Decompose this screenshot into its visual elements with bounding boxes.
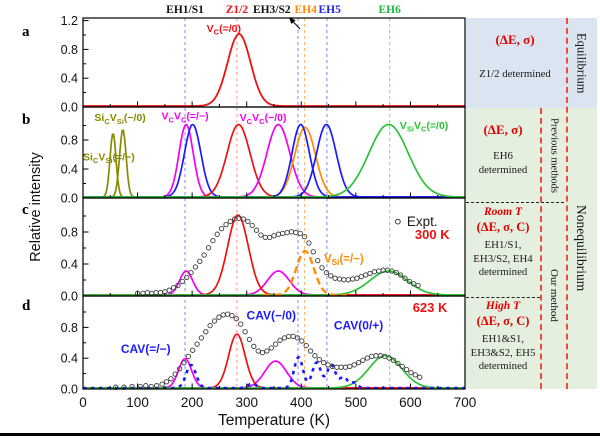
curve-label: VSi(=/−) bbox=[324, 253, 364, 267]
panel-letter-c: c bbox=[22, 202, 29, 218]
figure-bottom-border bbox=[0, 433, 600, 436]
x-tick-label: 100 bbox=[126, 395, 149, 410]
info-block-b: (ΔE, σ) EH6 determined bbox=[466, 122, 540, 177]
defect-label-eh4: EH4 bbox=[294, 4, 317, 16]
panel-a-annotations: VC(=/0) bbox=[207, 23, 241, 37]
curve-label: SiCVSi(=/−) bbox=[83, 151, 135, 165]
x-tick-label: 0 bbox=[79, 395, 87, 410]
curve-label: VCVC(−/0) bbox=[240, 112, 287, 126]
defect-label-eh1-s1: EH1/S1 bbox=[166, 4, 204, 16]
y-tick-label: 0.4 bbox=[61, 258, 78, 272]
y-tick-label: 0.4 bbox=[61, 163, 78, 177]
panel-d-annotations: CAV(=/−) CAV(−/0) CAV(0/+) 623 K bbox=[121, 300, 448, 356]
info-c-line: EH3/S2, EH4 bbox=[473, 252, 533, 265]
x-tick-label: 500 bbox=[345, 395, 368, 410]
equilibrium-region-bg bbox=[466, 18, 597, 108]
panel-b-curves bbox=[83, 123, 465, 198]
curve-label: CAV(0/+) bbox=[334, 319, 383, 333]
curve-label: VC(=/0) bbox=[207, 23, 241, 37]
tick-labels: 0.0 0.4 0.8 1.2 0.0 0.4 0.8 0.0 0.4 0.8 0.0 0.4 0.8 0… bbox=[61, 14, 477, 410]
y-tick-label: 0.0 bbox=[61, 290, 78, 304]
info-block-a: (ΔE, σ) Z1/2 determined bbox=[466, 32, 564, 82]
defect-label-eh3-s2: EH3/S2 bbox=[253, 4, 291, 16]
our-method-vertical-label: Our method bbox=[548, 269, 560, 322]
curve-label: VCVC(=/−) bbox=[161, 111, 208, 125]
y-tick-label: 0.0 bbox=[61, 192, 78, 206]
defect-level-labels: EH1/S1 Z1/2 EH3/S2 EH4 EH5 EH6 bbox=[166, 4, 401, 30]
info-c-line: EH1/S1, bbox=[484, 239, 522, 251]
red-dashed-separator-outer bbox=[566, 18, 568, 389]
curve-label: CAV(−/0) bbox=[247, 309, 296, 323]
info-b-line: determined bbox=[478, 163, 528, 176]
info-c-line: determined bbox=[478, 266, 528, 278]
panel-letter-a: a bbox=[22, 24, 30, 40]
curve-label: CAV(=/−) bbox=[121, 342, 171, 356]
panel-c-experimental-data bbox=[134, 215, 421, 297]
info-d-line: EH3&S2, EH5 bbox=[470, 346, 536, 359]
panel-letter-d: d bbox=[22, 298, 31, 314]
defect-level-marker-lines bbox=[184, 18, 391, 389]
black-dashed-separator-bc bbox=[466, 202, 564, 203]
x-axis-label: Temperature (K) bbox=[218, 412, 330, 429]
nonequilibrium-vertical-label: Nonequilibrium bbox=[574, 205, 589, 292]
y-tick-label: 0.8 bbox=[61, 321, 78, 335]
x-tick-label: 700 bbox=[454, 395, 477, 410]
info-block-c: Room T (ΔE, σ, C) EH1/S1, EH3/S2, EH4 de… bbox=[466, 206, 540, 280]
y-tick-label: 0.4 bbox=[61, 72, 78, 86]
black-dashed-separator-cd bbox=[466, 297, 540, 298]
expt-legend-marker bbox=[394, 218, 401, 225]
equilibrium-vertical-label: Equilibrium bbox=[574, 32, 589, 94]
curve-label: 623 K bbox=[413, 300, 448, 315]
info-b-line: EH6 bbox=[493, 150, 513, 162]
info-a-title: (ΔE, σ) bbox=[495, 32, 535, 47]
x-tick-label: 400 bbox=[290, 395, 313, 410]
red-dashed-separator-inner bbox=[540, 108, 542, 389]
y-tick-label: 0.4 bbox=[61, 352, 78, 366]
defect-label-z1-2: Z1/2 bbox=[226, 4, 249, 16]
x-tick-label: 200 bbox=[181, 395, 204, 410]
info-d-line: EH1&S1, bbox=[481, 333, 525, 345]
panel-letter-b: b bbox=[22, 112, 31, 128]
info-d-title: (ΔE, σ, C) bbox=[476, 314, 530, 328]
info-block-d: High T (ΔE, σ, C) EH1&S1, EH3&S2, EH5 de… bbox=[466, 300, 540, 374]
y-tick-label: 0.8 bbox=[61, 226, 78, 240]
y-tick-label: 1.2 bbox=[61, 14, 78, 28]
previous-methods-vertical-label: Previous methods bbox=[548, 117, 560, 193]
defect-label-eh5: EH5 bbox=[318, 4, 341, 16]
panel-a-curves bbox=[83, 33, 465, 107]
y-tick-label: 0.0 bbox=[61, 383, 78, 397]
curve-label: 300 K bbox=[415, 227, 450, 242]
info-b-title: (ΔE, σ) bbox=[483, 122, 523, 137]
y-tick-label: 0.0 bbox=[61, 101, 78, 115]
info-c-subtitle: Room T bbox=[483, 206, 522, 218]
y-tick-label: 0.8 bbox=[61, 134, 78, 148]
expt-legend-text: Expt. bbox=[407, 214, 438, 229]
x-tick-label: 600 bbox=[399, 395, 422, 410]
axes-and-ticks bbox=[82, 17, 466, 390]
panel-b-annotations: SiCVSi(−/0) SiCVSi(=/−) VCVC(=/−) VCVC(−/0)… bbox=[83, 111, 448, 165]
info-d-line: determined bbox=[478, 360, 528, 372]
y-tick-label: 0.8 bbox=[61, 43, 78, 57]
nonequilibrium-region-bg bbox=[466, 108, 597, 389]
curve-label: SiCVSi(−/0) bbox=[94, 112, 145, 126]
defect-label-eh6: EH6 bbox=[378, 4, 401, 16]
x-tick-label: 300 bbox=[235, 395, 258, 410]
info-d-subtitle: High T bbox=[485, 300, 521, 312]
curve-label: VSiVC(=/0) bbox=[400, 120, 449, 134]
info-a-body: Z1/2 determined bbox=[479, 68, 551, 80]
info-c-title: (ΔE, σ, C) bbox=[476, 220, 530, 234]
